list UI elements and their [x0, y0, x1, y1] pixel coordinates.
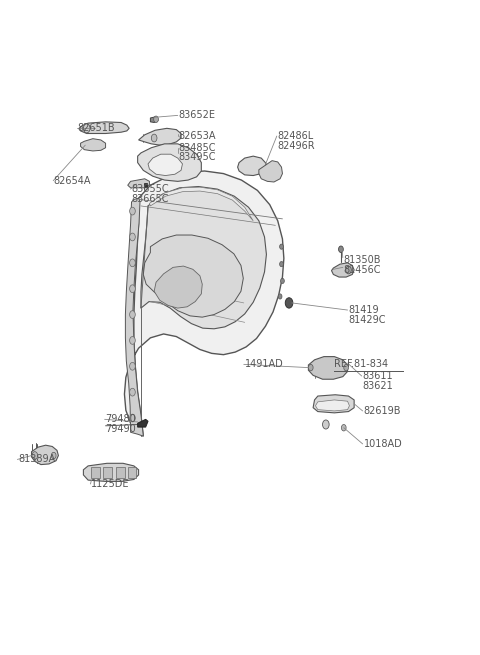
Polygon shape	[313, 395, 354, 413]
Polygon shape	[138, 144, 201, 181]
Circle shape	[344, 364, 348, 371]
Text: 81389A: 81389A	[18, 455, 56, 464]
Circle shape	[280, 244, 283, 250]
Polygon shape	[332, 263, 354, 277]
Polygon shape	[150, 117, 158, 122]
Text: 79480: 79480	[106, 415, 136, 424]
Polygon shape	[81, 139, 106, 151]
Polygon shape	[124, 171, 284, 436]
Circle shape	[130, 388, 135, 396]
FancyBboxPatch shape	[103, 467, 112, 477]
Polygon shape	[315, 400, 349, 411]
Polygon shape	[139, 128, 181, 145]
Polygon shape	[259, 160, 282, 182]
Text: 83611: 83611	[362, 371, 393, 381]
Polygon shape	[308, 356, 348, 379]
Text: 1491AD: 1491AD	[245, 360, 284, 369]
Circle shape	[130, 414, 135, 422]
Polygon shape	[149, 187, 253, 221]
Circle shape	[346, 266, 351, 274]
Text: 82651B: 82651B	[77, 123, 115, 134]
Text: 1018AD: 1018AD	[363, 439, 402, 449]
Text: 79490: 79490	[106, 424, 136, 434]
Circle shape	[130, 285, 135, 293]
FancyBboxPatch shape	[128, 467, 136, 477]
Circle shape	[130, 259, 135, 267]
Text: 83485C: 83485C	[179, 143, 216, 153]
Polygon shape	[128, 179, 149, 188]
Circle shape	[278, 294, 282, 299]
Circle shape	[285, 298, 293, 308]
Polygon shape	[84, 463, 139, 481]
Circle shape	[84, 124, 90, 133]
Polygon shape	[144, 183, 146, 187]
Circle shape	[308, 364, 313, 371]
Circle shape	[130, 362, 135, 370]
Polygon shape	[141, 187, 266, 329]
Circle shape	[32, 452, 37, 459]
Text: 1125DE: 1125DE	[91, 479, 130, 489]
Circle shape	[341, 424, 346, 431]
Text: 81350B: 81350B	[344, 255, 381, 265]
Polygon shape	[154, 266, 202, 308]
Text: 83655C: 83655C	[132, 184, 169, 194]
FancyBboxPatch shape	[117, 467, 125, 477]
Text: 81429C: 81429C	[348, 315, 386, 325]
Text: 82653A: 82653A	[179, 131, 216, 141]
Text: 83665C: 83665C	[132, 194, 169, 204]
Text: 81419: 81419	[348, 305, 379, 315]
Polygon shape	[148, 154, 182, 176]
Polygon shape	[238, 156, 266, 176]
Text: 83621: 83621	[362, 381, 394, 390]
Circle shape	[280, 261, 283, 267]
Polygon shape	[144, 235, 243, 317]
Polygon shape	[125, 198, 144, 436]
Text: 82486L: 82486L	[278, 131, 314, 141]
FancyBboxPatch shape	[91, 467, 100, 477]
Circle shape	[51, 453, 56, 458]
Circle shape	[130, 310, 135, 318]
Circle shape	[130, 337, 135, 345]
Text: 82654A: 82654A	[54, 176, 91, 186]
Circle shape	[151, 134, 157, 142]
Circle shape	[323, 420, 329, 429]
Text: 82496R: 82496R	[278, 141, 315, 151]
Circle shape	[130, 233, 135, 241]
Circle shape	[130, 207, 135, 215]
Polygon shape	[80, 122, 129, 134]
Text: 83652E: 83652E	[179, 111, 216, 121]
Polygon shape	[32, 445, 59, 464]
Circle shape	[281, 278, 284, 284]
Text: 81456C: 81456C	[344, 265, 381, 275]
Circle shape	[154, 116, 158, 122]
Text: 83495C: 83495C	[179, 153, 216, 162]
Polygon shape	[138, 419, 148, 427]
Text: REF.81-834: REF.81-834	[335, 360, 388, 369]
Text: 82619B: 82619B	[363, 406, 401, 416]
Circle shape	[338, 246, 343, 252]
